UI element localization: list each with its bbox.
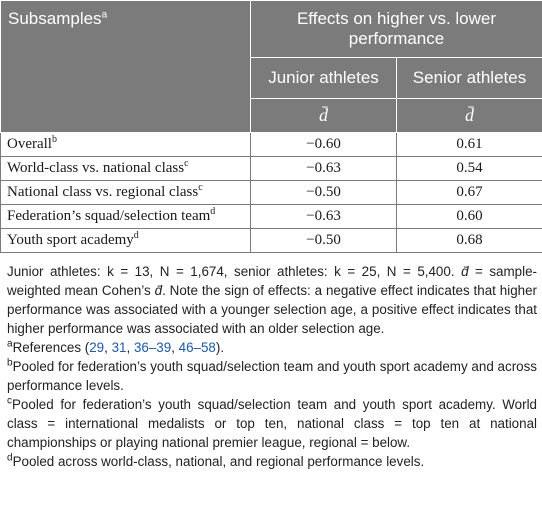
junior-value: −0.60 <box>250 132 397 157</box>
junior-value: −0.63 <box>250 156 397 181</box>
senior-value: 0.60 <box>396 204 542 229</box>
row-label: Youth sport academyd <box>0 228 251 253</box>
table-row: World-class vs. national classc −0.63 0.… <box>0 156 542 181</box>
header-senior: Senior athletes <box>396 57 542 99</box>
header-effects: Effects on higher vs. lower performance <box>250 0 542 58</box>
table-row: Overallb −0.60 0.61 <box>0 132 542 157</box>
reference-link[interactable]: 36–39 <box>133 340 172 355</box>
table-row: Youth sport academyd −0.50 0.68 <box>0 228 542 253</box>
table-row: National class vs. regional classc −0.50… <box>0 180 542 205</box>
reference-link[interactable]: 29 <box>89 340 105 355</box>
senior-value: 0.54 <box>396 156 542 181</box>
row-label: National class vs. regional classc <box>0 180 251 205</box>
results-table: Subsamplesa Effects on higher vs. lower … <box>0 0 542 253</box>
table-row: Federation’s squad/selection teamd −0.63… <box>0 204 542 229</box>
row-label: Overallb <box>0 132 251 157</box>
junior-value: −0.63 <box>250 204 397 229</box>
header-dbar-junior: d̄ <box>250 98 397 133</box>
note-d: dPooled across world-class, national, an… <box>7 452 425 469</box>
junior-value: −0.50 <box>250 180 397 205</box>
senior-value: 0.61 <box>396 132 542 157</box>
header-dbar-senior: d̄ <box>396 98 542 133</box>
junior-value: −0.50 <box>250 228 397 253</box>
reference-link[interactable]: 46–58 <box>178 340 216 355</box>
row-label: Federation’s squad/selection teamd <box>0 204 251 229</box>
header-junior: Junior athletes <box>250 57 397 99</box>
reference-link[interactable]: 31 <box>111 340 127 355</box>
note-main: Junior athletes: k = 13, N = 1,674, seni… <box>7 264 537 336</box>
note-a: aReferences (29, 31, 36–39, 46–58). <box>7 338 225 355</box>
senior-value: 0.68 <box>396 228 542 253</box>
senior-value: 0.67 <box>396 180 542 205</box>
note-b: bPooled for federation’s youth squad/sel… <box>7 357 537 393</box>
note-c: cPooled for federation’s youth squad/sel… <box>7 395 537 450</box>
header-subsamples: Subsamplesa <box>0 0 251 133</box>
row-label: World-class vs. national classc <box>0 156 251 181</box>
table-footnotes: Junior athletes: k = 13, N = 1,674, seni… <box>7 262 537 471</box>
